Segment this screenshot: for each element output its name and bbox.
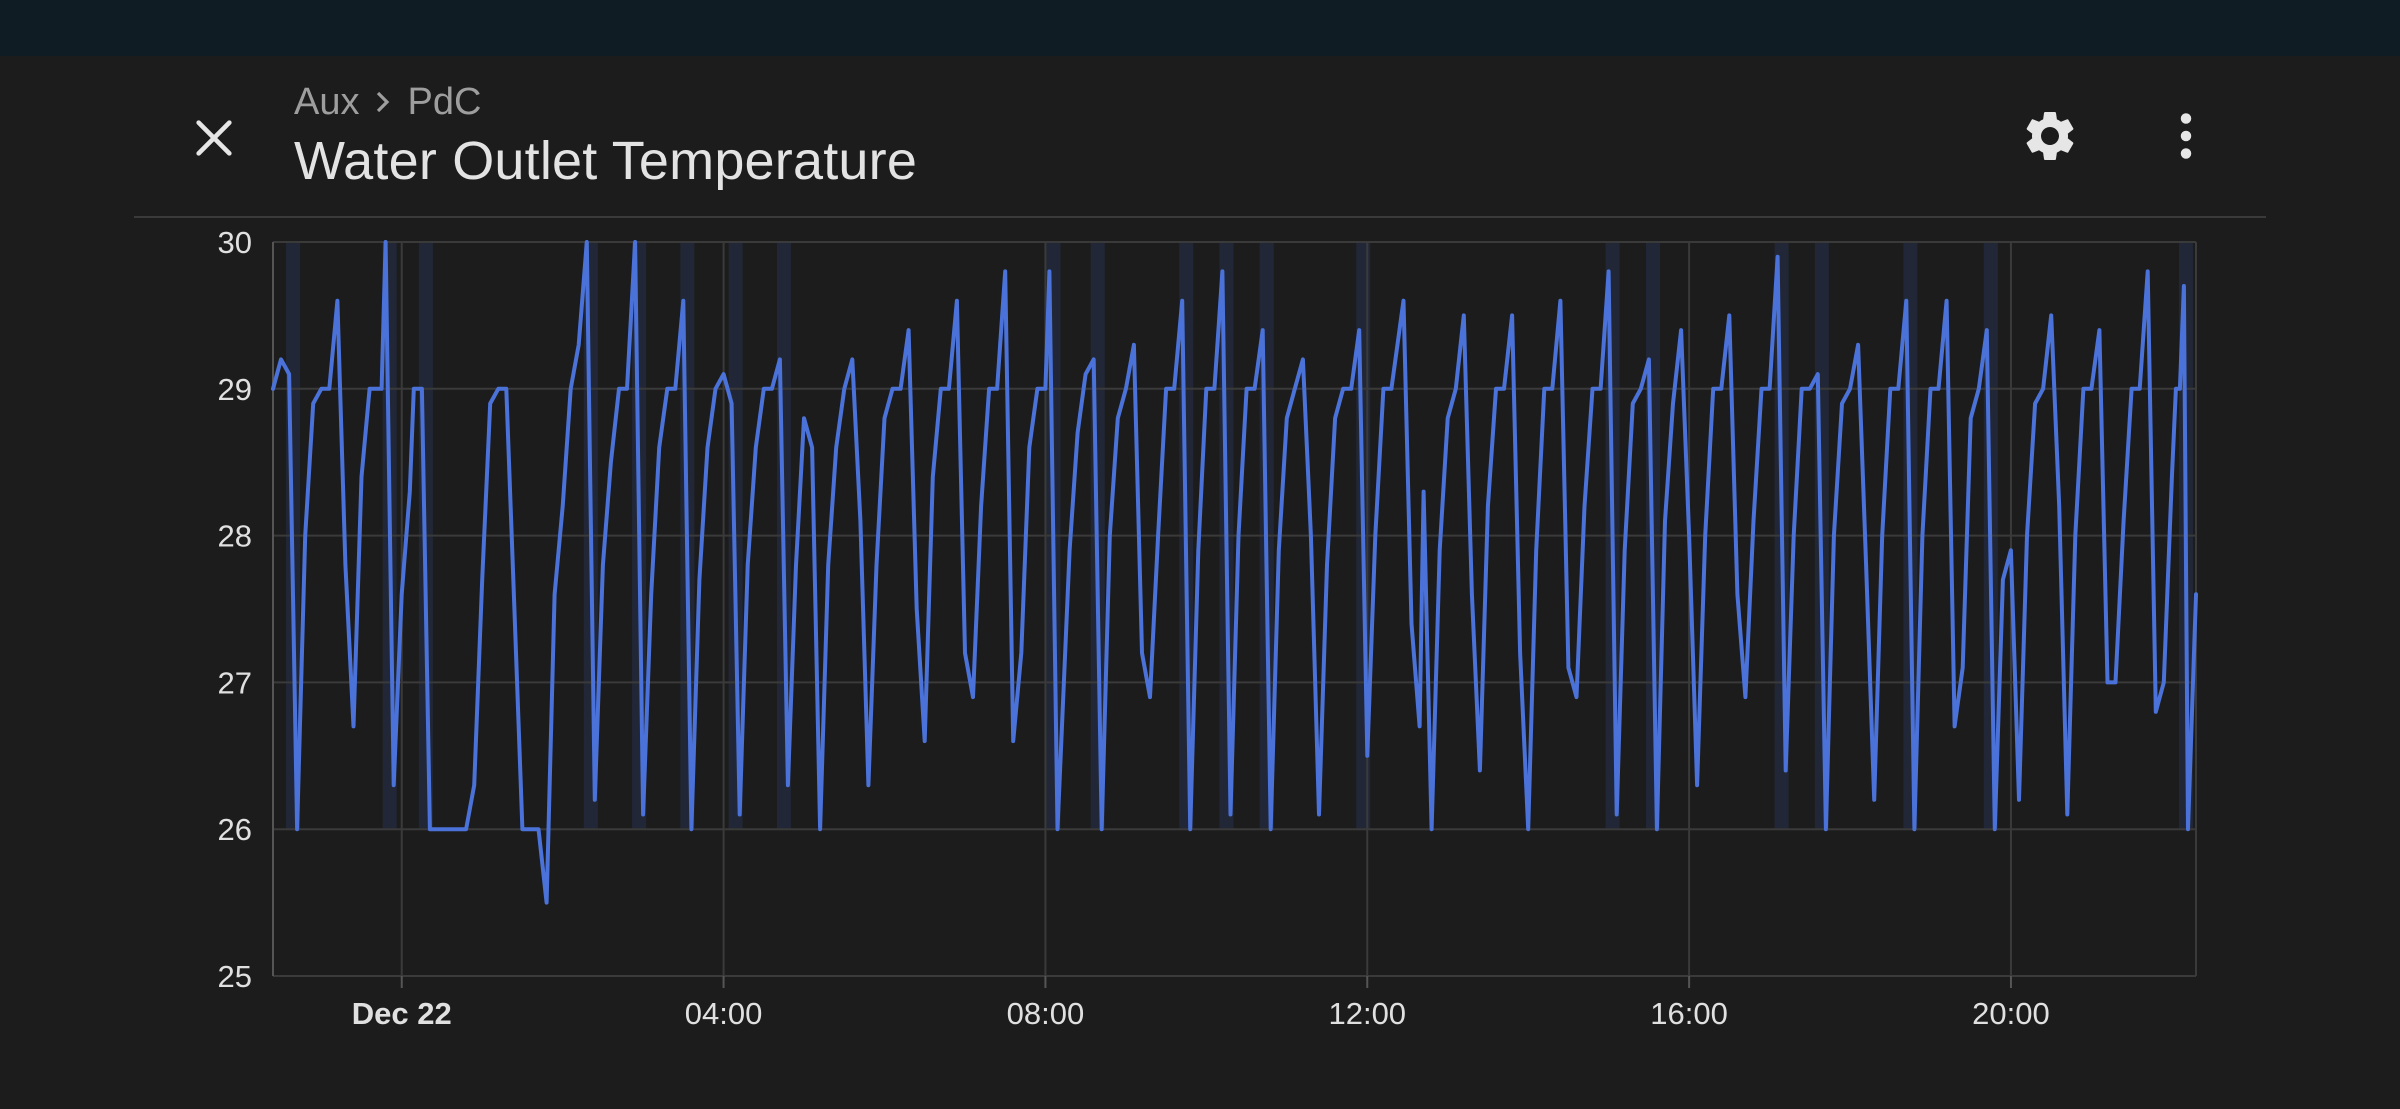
minmax-band	[1219, 242, 1234, 830]
chart-grid	[272, 241, 2197, 988]
minmax-band	[1046, 242, 1061, 830]
breadcrumb: Aux PdC	[294, 80, 481, 124]
x-tick-label: 08:00	[1007, 996, 1085, 1031]
minmax-band	[1983, 242, 1998, 830]
series-line-water-outlet-temperature	[271, 240, 2198, 905]
y-tick-label: 29	[218, 372, 252, 407]
y-tick-label: 27	[218, 665, 252, 700]
minmax-band	[286, 242, 301, 830]
breadcrumb-item-area: Aux	[294, 80, 360, 123]
y-tick-label: 28	[218, 519, 252, 554]
minmax-band	[632, 242, 647, 830]
y-tick-label: 30	[218, 225, 252, 260]
chevron-right-icon	[373, 90, 393, 114]
minmax-band	[1179, 242, 1194, 830]
breadcrumb-item-device: PdC	[407, 80, 482, 123]
chart-series	[271, 240, 2198, 905]
x-tick-label: 16:00	[1650, 996, 1728, 1031]
more-options-button[interactable]	[2152, 102, 2220, 170]
minmax-band	[2178, 242, 2193, 830]
minmax-band	[1645, 242, 1660, 830]
chart-bands	[286, 242, 2193, 830]
minmax-band	[1356, 242, 1371, 830]
minmax-band	[583, 242, 598, 830]
minmax-band	[1903, 242, 1918, 830]
close-button[interactable]	[180, 104, 248, 172]
minmax-band	[1814, 242, 1829, 830]
status-bar	[0, 0, 2400, 56]
minmax-band	[1090, 242, 1105, 830]
y-tick-label: 26	[218, 812, 252, 847]
minmax-band	[418, 242, 433, 830]
minmax-band	[1605, 242, 1620, 830]
x-tick-label: 12:00	[1328, 996, 1406, 1031]
minmax-band	[382, 242, 397, 830]
x-tick-label: 04:00	[685, 996, 763, 1031]
minmax-band	[728, 242, 743, 830]
more-vert-icon	[2180, 113, 2192, 159]
page-title: Water Outlet Temperature	[294, 131, 918, 191]
y-tick-label: 25	[218, 959, 252, 994]
minmax-band	[776, 242, 791, 830]
gear-icon	[2026, 111, 2074, 160]
minmax-band	[680, 242, 695, 830]
x-axis-ticks: Dec 22 04:00 08:00 12:00 16:00 20:00	[352, 996, 2050, 1031]
settings-button[interactable]	[2016, 102, 2084, 170]
minmax-band	[1259, 242, 1274, 830]
y-axis-ticks: 25 26 27 28 29 30	[218, 225, 252, 994]
header-divider	[134, 216, 2266, 218]
minmax-band	[1774, 242, 1789, 830]
x-tick-label: Dec 22	[352, 996, 452, 1031]
close-icon	[196, 120, 232, 156]
x-tick-label: 20:00	[1972, 996, 2050, 1031]
